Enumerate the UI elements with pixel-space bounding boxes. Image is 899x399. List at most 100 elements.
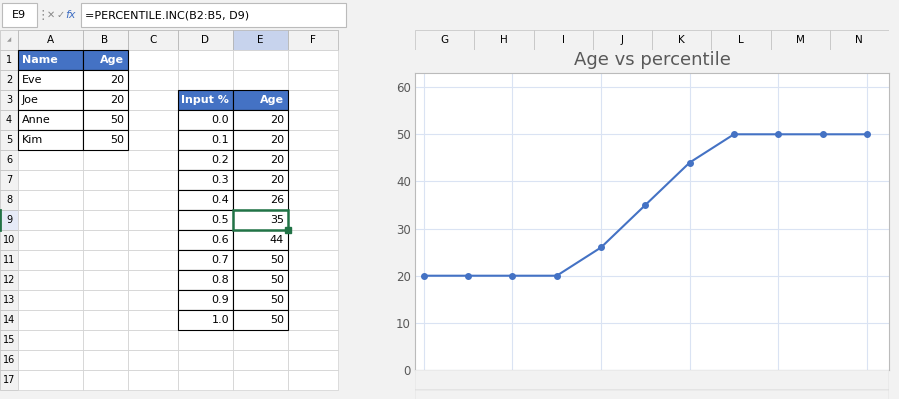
Text: 16: 16 bbox=[3, 355, 15, 365]
Text: 0.6: 0.6 bbox=[211, 235, 229, 245]
Bar bbox=[178, 130, 233, 150]
Text: 20: 20 bbox=[270, 135, 284, 145]
Bar bbox=[178, 170, 233, 190]
Bar bbox=[18, 290, 83, 310]
Bar bbox=[0, 70, 18, 90]
Bar bbox=[83, 170, 128, 190]
Bar bbox=[0, 30, 18, 50]
Bar bbox=[233, 130, 288, 150]
Text: 1.0: 1.0 bbox=[211, 315, 229, 325]
Bar bbox=[233, 370, 288, 390]
Bar bbox=[288, 350, 338, 370]
Text: Age: Age bbox=[260, 95, 284, 105]
Bar bbox=[18, 130, 83, 150]
Bar bbox=[128, 370, 178, 390]
Text: 20: 20 bbox=[270, 175, 284, 185]
Bar bbox=[233, 90, 288, 110]
Bar bbox=[128, 30, 178, 50]
Text: M: M bbox=[796, 35, 805, 45]
Bar bbox=[18, 50, 83, 70]
Bar bbox=[0, 230, 18, 250]
Bar bbox=[0, 250, 18, 270]
Text: 5: 5 bbox=[6, 135, 12, 145]
Bar bbox=[233, 170, 288, 190]
Bar bbox=[0, 370, 18, 390]
Bar bbox=[233, 350, 288, 370]
Bar bbox=[178, 330, 233, 350]
Text: A: A bbox=[47, 35, 54, 45]
Bar bbox=[83, 50, 128, 70]
Text: Kim: Kim bbox=[22, 135, 43, 145]
Bar bbox=[18, 170, 83, 190]
Bar bbox=[178, 110, 233, 130]
Text: 20: 20 bbox=[110, 75, 124, 85]
Text: 10: 10 bbox=[3, 235, 15, 245]
Bar bbox=[233, 110, 288, 130]
Bar bbox=[288, 230, 338, 250]
Text: 0.4: 0.4 bbox=[211, 195, 229, 205]
Bar bbox=[233, 170, 288, 190]
Bar bbox=[18, 90, 83, 110]
Bar bbox=[830, 30, 889, 50]
Bar bbox=[288, 210, 338, 230]
Bar bbox=[178, 310, 233, 330]
Bar bbox=[233, 130, 288, 150]
Text: 1: 1 bbox=[6, 55, 12, 65]
Bar bbox=[83, 370, 128, 390]
Bar bbox=[83, 290, 128, 310]
Bar bbox=[178, 30, 233, 50]
Bar bbox=[178, 190, 233, 210]
Text: 0.5: 0.5 bbox=[211, 215, 229, 225]
Bar bbox=[0, 190, 18, 210]
Bar bbox=[128, 350, 178, 370]
Bar bbox=[178, 190, 233, 210]
Bar bbox=[83, 130, 128, 150]
Bar bbox=[0, 150, 18, 170]
Bar bbox=[233, 190, 288, 210]
Bar bbox=[128, 190, 178, 210]
Text: 0.3: 0.3 bbox=[211, 175, 229, 185]
Text: 6: 6 bbox=[6, 155, 12, 165]
Bar bbox=[233, 290, 288, 310]
Bar bbox=[83, 310, 128, 330]
Bar bbox=[288, 70, 338, 90]
Bar bbox=[0, 0, 348, 30]
Bar bbox=[83, 330, 128, 350]
Text: E9: E9 bbox=[12, 10, 26, 20]
Bar bbox=[288, 370, 338, 390]
Bar bbox=[128, 70, 178, 90]
Bar bbox=[18, 370, 83, 390]
Bar bbox=[178, 370, 233, 390]
Bar bbox=[178, 50, 233, 70]
Bar bbox=[652, 30, 711, 50]
Bar bbox=[233, 210, 288, 230]
Bar bbox=[233, 150, 288, 170]
Bar bbox=[592, 30, 652, 50]
Bar bbox=[178, 270, 233, 290]
Text: 13: 13 bbox=[3, 295, 15, 305]
Bar bbox=[18, 210, 83, 230]
Bar bbox=[0, 50, 18, 70]
Bar bbox=[18, 130, 83, 150]
Text: 44: 44 bbox=[270, 235, 284, 245]
Bar bbox=[83, 130, 128, 150]
Bar bbox=[233, 190, 288, 210]
Bar bbox=[178, 110, 233, 130]
Bar bbox=[18, 110, 83, 130]
Text: 0.8: 0.8 bbox=[211, 275, 229, 285]
Text: ◢: ◢ bbox=[7, 38, 11, 43]
Bar bbox=[128, 290, 178, 310]
Bar bbox=[83, 90, 128, 110]
Bar bbox=[288, 250, 338, 270]
Bar bbox=[233, 310, 288, 330]
Bar bbox=[83, 110, 128, 130]
Bar bbox=[233, 50, 288, 70]
Bar bbox=[18, 30, 83, 50]
Bar bbox=[18, 350, 83, 370]
Text: J: J bbox=[621, 35, 624, 45]
Bar bbox=[178, 130, 233, 150]
Text: 50: 50 bbox=[270, 295, 284, 305]
Bar bbox=[415, 30, 475, 50]
Bar bbox=[18, 190, 83, 210]
Text: 12: 12 bbox=[3, 275, 15, 285]
